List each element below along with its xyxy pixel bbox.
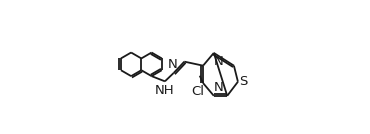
Text: N: N (214, 81, 224, 94)
Text: Cl: Cl (192, 85, 205, 98)
Text: S: S (239, 75, 248, 88)
Text: N: N (168, 58, 178, 71)
Text: N: N (214, 55, 224, 68)
Text: NH: NH (154, 84, 174, 97)
